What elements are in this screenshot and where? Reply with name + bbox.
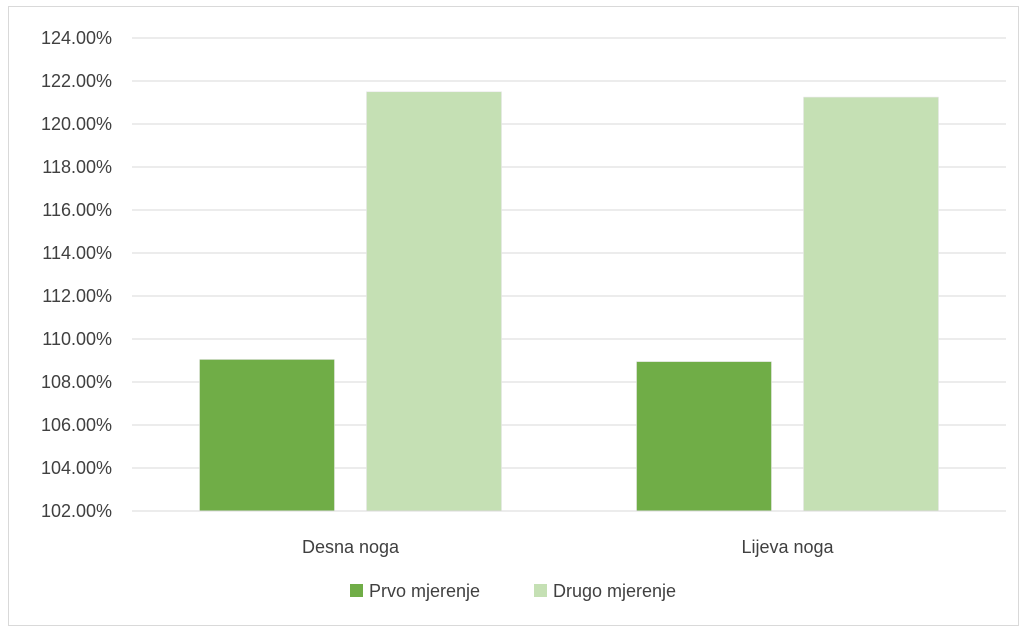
y-tick-label: 110.00%: [42, 329, 112, 349]
bar-prvo-0: [199, 359, 335, 512]
y-tick-label: 104.00%: [41, 458, 112, 478]
y-tick-label: 114.00%: [42, 243, 112, 263]
legend-label: Drugo mjerenje: [553, 581, 676, 601]
legend-swatch: [350, 584, 363, 597]
y-tick-label: 108.00%: [41, 372, 112, 392]
x-category-label: Desna noga: [302, 537, 400, 557]
legend-swatch: [534, 584, 547, 597]
y-tick-label: 116.00%: [42, 200, 112, 220]
x-axis-labels: Desna noga Lijeva noga: [302, 537, 835, 557]
y-tick-label: 124.00%: [41, 28, 112, 48]
legend: Prvo mjerenje Drugo mjerenje: [350, 581, 676, 601]
bars: [199, 91, 939, 512]
y-tick-label: 112.00%: [42, 286, 112, 306]
y-tick-label: 118.00%: [42, 157, 112, 177]
legend-label: Prvo mjerenje: [369, 581, 480, 601]
y-axis-ticks: 102.00% 104.00% 106.00% 108.00% 110.00% 112.0…: [41, 28, 112, 521]
y-tick-label: 102.00%: [41, 501, 112, 521]
y-tick-label: 120.00%: [41, 114, 112, 134]
x-category-label: Lijeva noga: [741, 537, 834, 557]
bar-drugo-1: [803, 96, 939, 512]
y-tick-label: 106.00%: [41, 415, 112, 435]
y-tick-label: 122.00%: [41, 71, 112, 91]
bar-prvo-1: [636, 361, 772, 512]
bar-drugo-0: [366, 91, 502, 512]
